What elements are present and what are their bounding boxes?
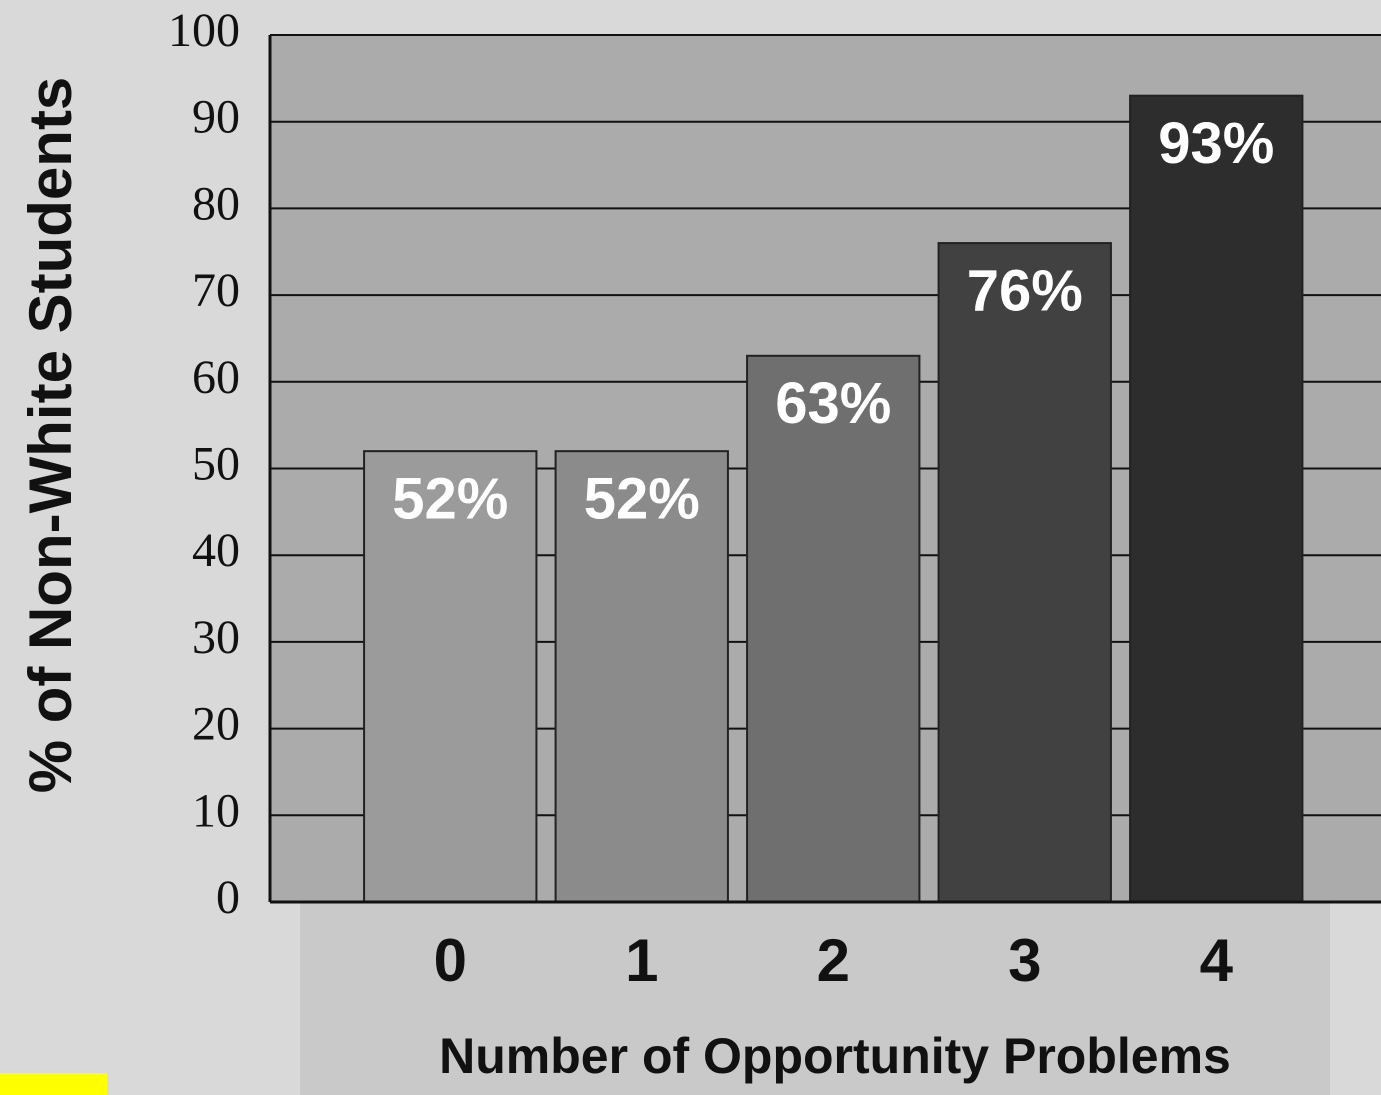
y-tick-label: 70 bbox=[192, 264, 240, 317]
y-tick-label: 100 bbox=[168, 4, 240, 57]
y-tick-label: 80 bbox=[192, 177, 240, 230]
y-tick-label: 90 bbox=[192, 91, 240, 144]
y-tick-label: 60 bbox=[192, 351, 240, 404]
highlight-box bbox=[0, 1073, 107, 1095]
bar bbox=[937, 242, 1112, 903]
value-label: 93% bbox=[1158, 111, 1274, 176]
value-label: 52% bbox=[584, 466, 700, 531]
value-label: 52% bbox=[392, 466, 508, 531]
bar bbox=[1129, 94, 1304, 903]
y-tick-label: 30 bbox=[192, 611, 240, 664]
bar bbox=[363, 450, 538, 903]
y-tick-label: 0 bbox=[216, 871, 240, 924]
x-axis-label: Number of Opportunity Problems bbox=[439, 1028, 1231, 1084]
y-tick-label: 10 bbox=[192, 784, 240, 837]
x-tick-label: 1 bbox=[625, 927, 658, 994]
x-tick-label: 3 bbox=[1008, 927, 1041, 994]
value-label: 76% bbox=[967, 258, 1083, 323]
bar bbox=[746, 354, 921, 904]
bar bbox=[554, 450, 729, 903]
y-tick-label: 20 bbox=[192, 698, 240, 751]
y-tick-label: 40 bbox=[192, 524, 240, 577]
y-tick-label: 50 bbox=[192, 438, 240, 491]
x-tick-label: 0 bbox=[434, 927, 467, 994]
x-tick-label: 2 bbox=[817, 927, 850, 994]
value-label: 63% bbox=[775, 371, 891, 436]
x-tick-label: 4 bbox=[1200, 927, 1234, 994]
y-axis-label: % of Non-White Students bbox=[17, 77, 84, 794]
